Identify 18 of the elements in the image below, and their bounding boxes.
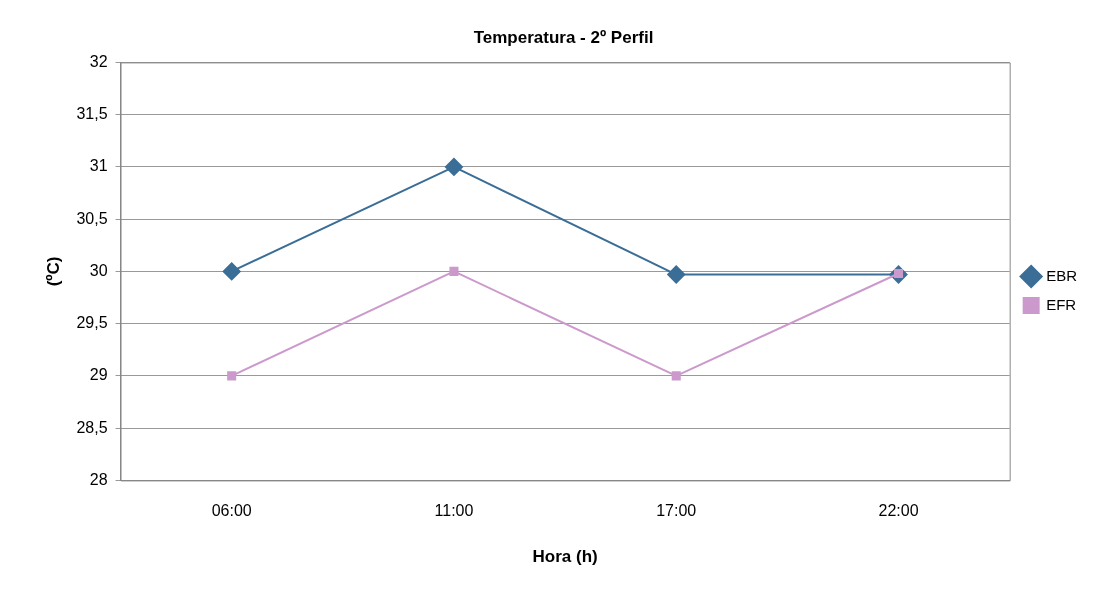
legend-label: EFR xyxy=(1046,295,1077,313)
chart-title: Temperatura - 2º Perfil xyxy=(473,27,654,47)
x-tick-label: 22:00 xyxy=(878,502,919,520)
x-tick-label: 06:00 xyxy=(211,502,252,520)
y-tick-label: 30 xyxy=(89,261,108,279)
y-tick-label: 31,5 xyxy=(76,105,108,123)
x-tick-label: 11:00 xyxy=(434,502,474,520)
y-tick-label: 31 xyxy=(89,157,108,175)
x-tick-label: 17:00 xyxy=(656,502,697,520)
y-tick-label: 28,5 xyxy=(76,418,108,436)
x-axis-title: Hora (h) xyxy=(532,547,598,567)
y-tick-label: 32 xyxy=(89,52,108,70)
y-tick-label: 28 xyxy=(89,470,108,488)
y-tick-label: 30,5 xyxy=(76,209,108,227)
y-tick-label: 29,5 xyxy=(76,314,108,332)
legend-label: EBR xyxy=(1046,266,1078,284)
y-axis-title: (ºC) xyxy=(43,256,63,287)
y-tick-label: 29 xyxy=(89,366,108,384)
